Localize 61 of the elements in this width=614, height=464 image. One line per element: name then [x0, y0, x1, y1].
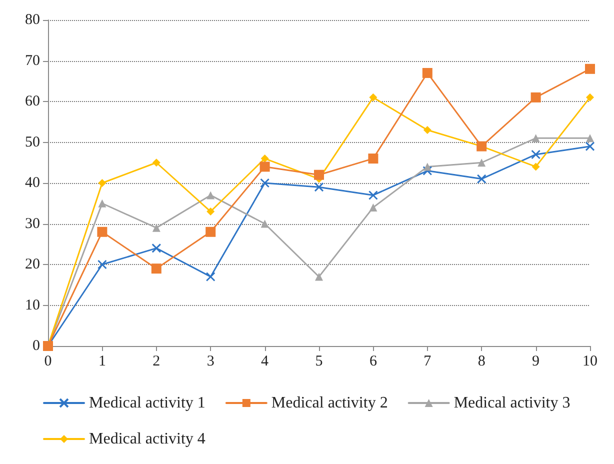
point	[206, 208, 215, 216]
point	[314, 182, 324, 192]
point	[98, 199, 106, 208]
legend-label: Medical activity 1	[89, 394, 206, 412]
point	[423, 162, 432, 171]
point	[314, 170, 324, 180]
point	[586, 134, 594, 142]
point	[152, 243, 162, 253]
point	[97, 260, 107, 270]
point	[369, 203, 378, 212]
point	[531, 150, 541, 160]
x-tick-label: 10	[582, 354, 598, 370]
y-tick-label: 70	[25, 52, 40, 69]
x-tick-label: 9	[532, 354, 540, 370]
point	[151, 264, 162, 274]
point	[152, 158, 160, 167]
point	[369, 93, 378, 102]
y-tick-label: 50	[25, 134, 40, 150]
point	[260, 220, 269, 228]
point	[530, 92, 541, 102]
legend-label: Medical activity 4	[89, 430, 206, 448]
point	[368, 190, 378, 200]
point	[585, 64, 595, 74]
point	[260, 162, 270, 172]
y-tick-label: 20	[25, 256, 40, 272]
y-tick-label: 0	[32, 338, 40, 354]
point	[152, 224, 160, 232]
y-tick-label: 10	[25, 297, 40, 314]
x-tick-label: 3	[206, 354, 214, 370]
y-tick-label: 80	[25, 12, 40, 28]
point	[586, 93, 594, 102]
point	[98, 179, 106, 187]
point	[206, 191, 215, 200]
point	[585, 142, 595, 152]
point	[368, 154, 378, 164]
point	[315, 272, 323, 281]
x-tick-label: 6	[369, 354, 378, 370]
point	[206, 272, 216, 282]
legend-label: Medical activity 2	[271, 394, 388, 412]
point	[260, 154, 269, 163]
y-tick-label: 30	[25, 216, 40, 232]
x-tick-label: 2	[152, 354, 160, 370]
point	[422, 166, 432, 176]
x-tick-label: 1	[98, 354, 106, 370]
point	[206, 226, 216, 237]
point	[423, 126, 432, 134]
point	[478, 158, 486, 167]
point	[422, 68, 432, 78]
y-tick-label: 40	[25, 175, 40, 191]
x-tick-label: 8	[478, 354, 486, 370]
x-tick-label: 4	[261, 354, 270, 370]
y-tick-label: 60	[25, 94, 40, 110]
point	[532, 134, 540, 142]
legend-label: Medical activity 3	[454, 394, 570, 412]
point	[260, 178, 270, 188]
x-tick-label: 7	[424, 354, 432, 370]
point	[97, 226, 108, 237]
point	[532, 162, 540, 171]
point	[476, 174, 486, 184]
x-tick-label: 0	[44, 354, 52, 370]
x-tick-label: 5	[315, 354, 323, 370]
